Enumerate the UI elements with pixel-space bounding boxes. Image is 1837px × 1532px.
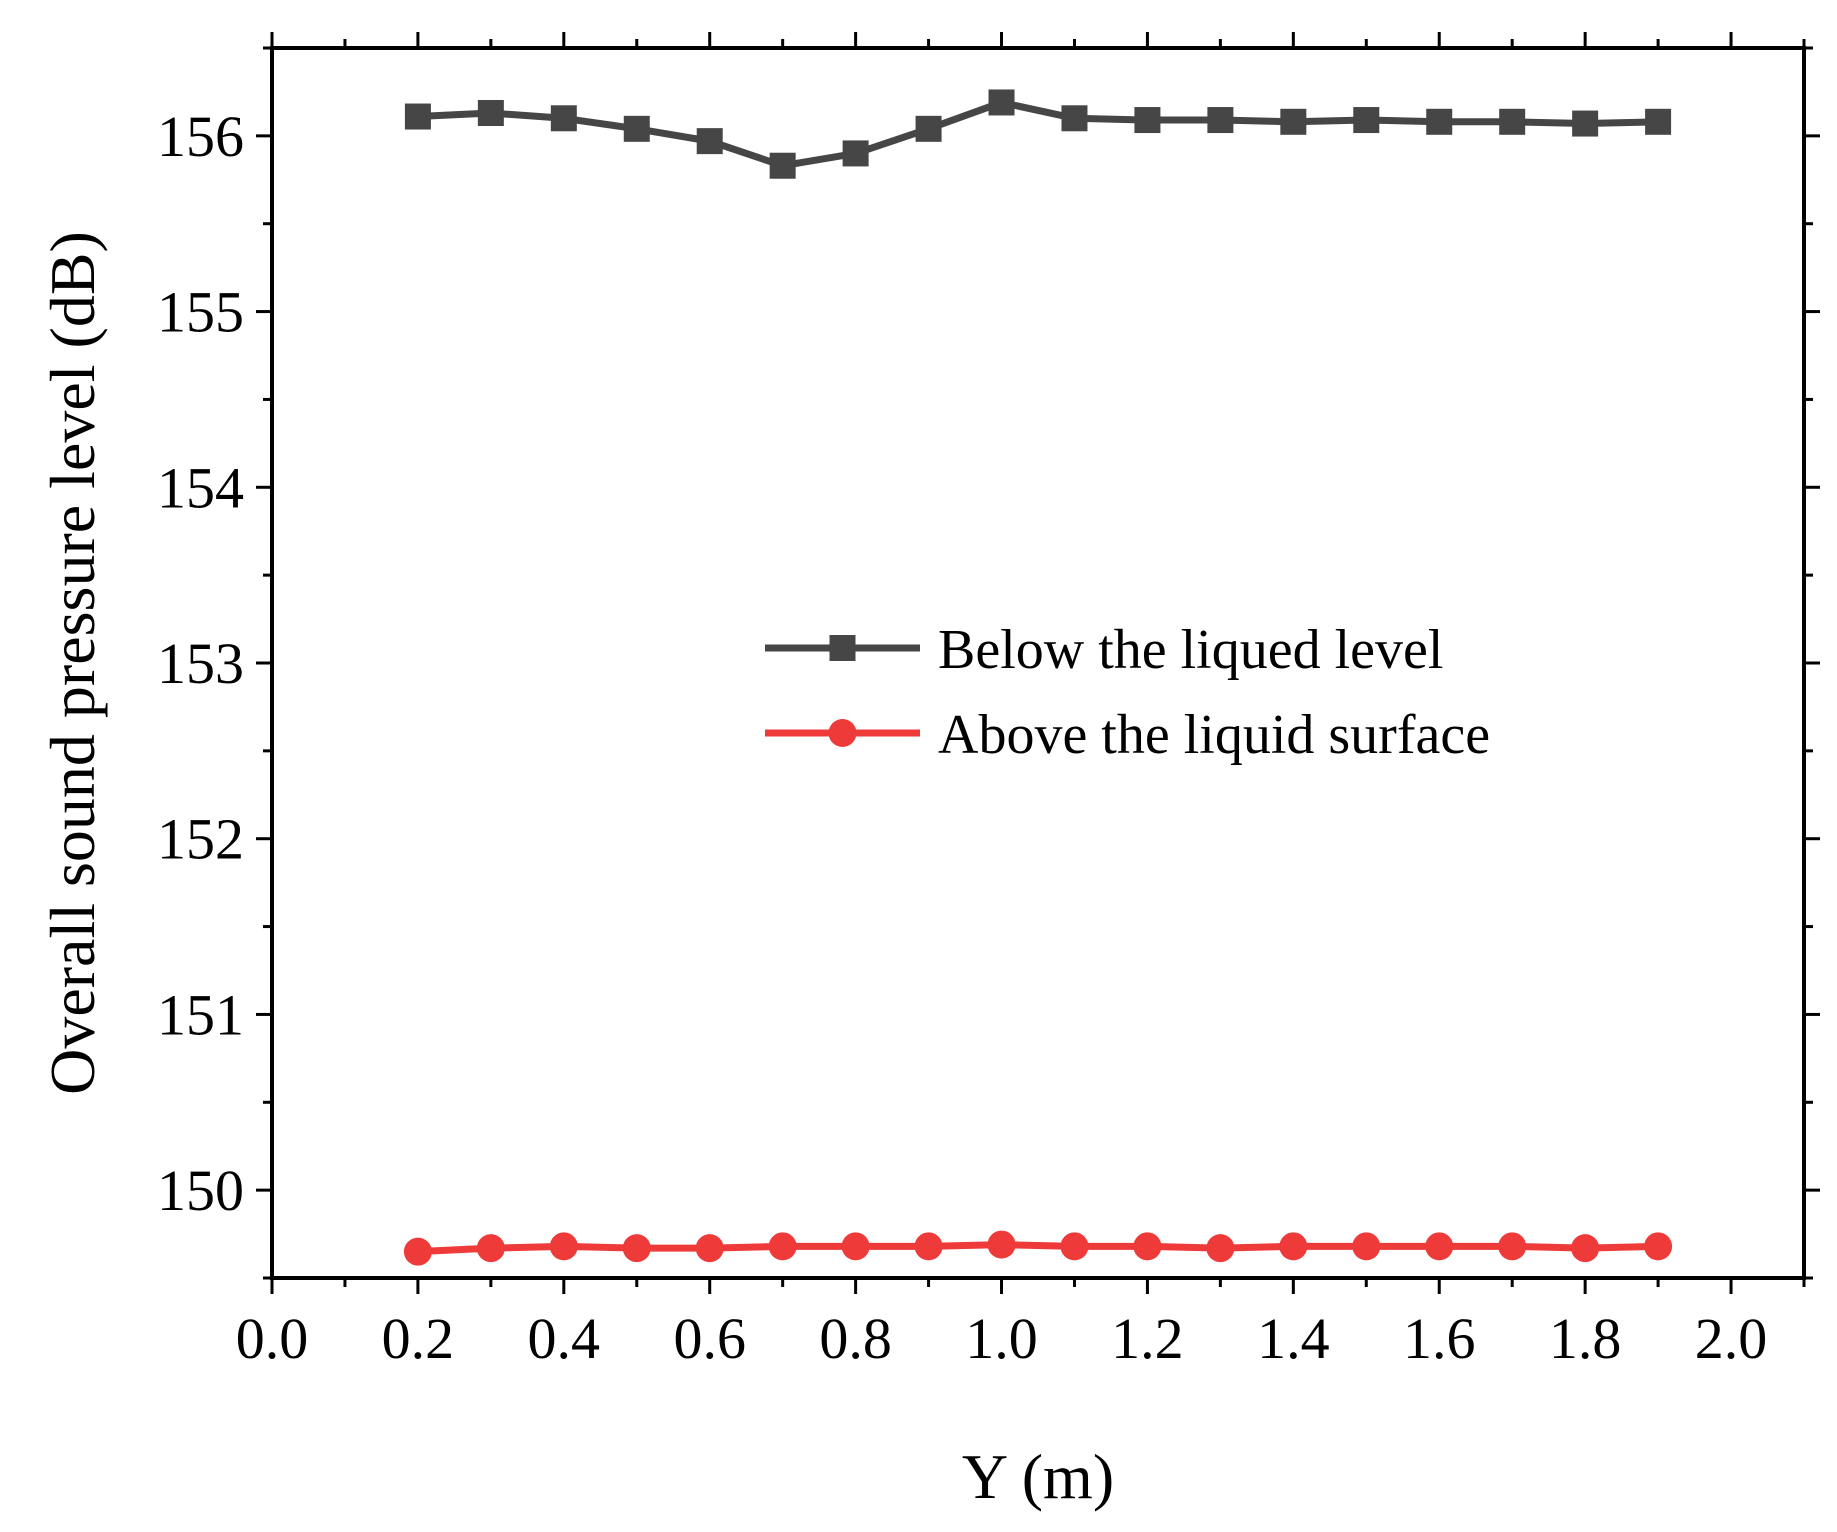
data-point-square bbox=[550, 105, 577, 132]
data-point-square bbox=[1207, 107, 1234, 134]
data-point-circle bbox=[1571, 1234, 1600, 1263]
y-tick-label: 155 bbox=[157, 280, 244, 345]
series-line bbox=[417, 98, 1659, 170]
legend-item-2: Above the liquid surface bbox=[765, 704, 1490, 766]
x-tick-label: 1.0 bbox=[965, 1306, 1038, 1371]
x-tick-label: 0.4 bbox=[528, 1306, 601, 1371]
x-tick-label: 2.0 bbox=[1695, 1306, 1768, 1371]
data-point-square bbox=[696, 128, 723, 155]
data-point-square bbox=[1353, 107, 1380, 134]
data-point-square bbox=[477, 100, 504, 127]
y-tick-label: 153 bbox=[157, 631, 244, 696]
data-point-circle bbox=[1133, 1232, 1162, 1261]
x-tick-label: 0.6 bbox=[673, 1306, 746, 1371]
axis-ticks: 0.0 0.2 0.4 0.6 0.8 1.0 1.2 1.4 1.6 1.8 2.0 150 151 1… bbox=[157, 32, 1820, 1371]
legend: Below the liqued level Above the liquid s… bbox=[765, 619, 1490, 766]
legend-label: Above the liquid surface bbox=[938, 704, 1490, 766]
data-point-square bbox=[915, 115, 942, 142]
y-tick-label: 154 bbox=[157, 455, 244, 520]
data-point-circle bbox=[476, 1234, 505, 1263]
data-point-circle bbox=[1206, 1234, 1235, 1263]
y-tick-label: 151 bbox=[157, 982, 244, 1047]
data-point-circle bbox=[841, 1232, 870, 1261]
data-point-square bbox=[988, 89, 1015, 116]
data-point-circle bbox=[622, 1234, 651, 1263]
data-point-circle bbox=[403, 1237, 432, 1266]
series-1 bbox=[404, 89, 1672, 179]
legend-marker-square bbox=[829, 635, 856, 661]
data-point-circle bbox=[1498, 1232, 1527, 1261]
data-point-square bbox=[1280, 108, 1307, 135]
x-axis-title: Y (m) bbox=[962, 1441, 1114, 1512]
data-point-circle bbox=[695, 1234, 724, 1263]
legend-label: Below the liqued level bbox=[938, 619, 1443, 681]
data-point-square bbox=[1499, 108, 1526, 135]
legend-marker-circle bbox=[828, 719, 857, 747]
data-point-square bbox=[1134, 107, 1161, 134]
data-point-circle bbox=[549, 1232, 578, 1261]
series-line bbox=[417, 1241, 1659, 1256]
data-point-square bbox=[842, 140, 869, 167]
data-point-square bbox=[623, 115, 650, 142]
x-tick-label: 1.2 bbox=[1111, 1306, 1184, 1371]
data-point-square bbox=[1426, 108, 1453, 135]
x-tick-label: 0.8 bbox=[819, 1306, 892, 1371]
data-point-square bbox=[1572, 110, 1599, 137]
x-tick-label: 1.8 bbox=[1549, 1306, 1622, 1371]
series-2 bbox=[403, 1230, 1673, 1266]
data-point-square bbox=[1061, 105, 1088, 132]
data-point-circle bbox=[768, 1232, 797, 1261]
series-layer bbox=[403, 89, 1673, 1266]
data-point-square bbox=[769, 152, 796, 179]
y-axis-title: Overall sound pressure level (dB) bbox=[37, 231, 108, 1095]
data-point-circle bbox=[914, 1232, 943, 1261]
y-tick-label: 150 bbox=[157, 1158, 244, 1223]
data-point-circle bbox=[1644, 1232, 1673, 1261]
data-point-square bbox=[1645, 108, 1672, 135]
data-point-circle bbox=[1425, 1232, 1454, 1261]
y-tick-label: 156 bbox=[157, 104, 244, 169]
x-tick-label: 0.2 bbox=[382, 1306, 455, 1371]
data-point-circle bbox=[1279, 1232, 1308, 1261]
legend-item-1: Below the liqued level bbox=[765, 619, 1443, 681]
x-tick-label: 1.4 bbox=[1257, 1306, 1330, 1371]
data-point-circle bbox=[1352, 1232, 1381, 1261]
y-tick-label: 152 bbox=[157, 807, 244, 872]
x-tick-label: 1.6 bbox=[1403, 1306, 1476, 1371]
data-point-circle bbox=[1060, 1232, 1089, 1261]
x-tick-label: 0.0 bbox=[236, 1306, 309, 1371]
data-point-square bbox=[404, 103, 431, 130]
data-point-circle bbox=[987, 1230, 1016, 1259]
